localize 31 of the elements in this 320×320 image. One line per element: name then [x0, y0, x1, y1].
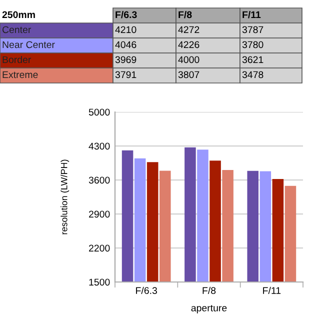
data-label: 3478	[242, 71, 264, 78]
y-tick-label: 2200	[89, 244, 110, 252]
category-label: F/11	[242, 10, 261, 18]
y-tick-label: 1500	[89, 278, 110, 286]
y-tick-label: 5000	[88, 108, 110, 116]
data-label: 3787	[242, 26, 264, 34]
text: 250mm	[2, 11, 35, 18]
y-tick-label: 2900	[89, 210, 110, 218]
text: Near Center	[2, 41, 55, 48]
data-label: 4226	[178, 41, 200, 48]
y-tick-label: 3600	[88, 176, 110, 184]
data-label: 4000	[178, 56, 200, 64]
category-label: F/8	[178, 10, 192, 18]
x-tick-label: F/8	[202, 286, 216, 294]
text: Extreme	[2, 71, 38, 78]
data-label: 3621	[242, 56, 264, 64]
x-tick-label: F/6.3	[136, 286, 157, 294]
x-tick-label: F/11	[263, 286, 281, 294]
data-label: 4046	[115, 41, 136, 48]
data-label: 3791	[115, 71, 136, 78]
y-tick-label: 4300	[88, 142, 110, 150]
data-label: 4210	[115, 26, 136, 34]
category-label: F/6.3	[116, 10, 137, 18]
x-axis-title: aperture	[191, 305, 227, 314]
y-axis-title: resolution (LW/PH)	[60, 160, 70, 234]
data-label: 3969	[115, 56, 136, 64]
data-label: 3780	[242, 41, 264, 48]
text: Center	[2, 26, 32, 34]
data-label: 3807	[178, 71, 200, 78]
data-label: 4272	[178, 26, 200, 34]
text: Border	[2, 56, 32, 64]
